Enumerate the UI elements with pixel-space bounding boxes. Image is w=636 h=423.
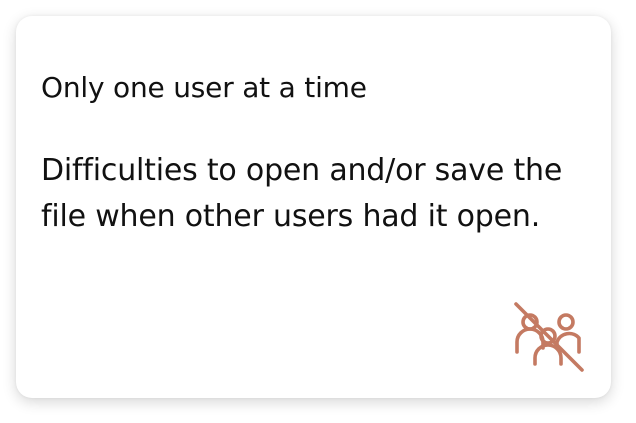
card-title: Only one user at a time	[41, 71, 367, 104]
info-card: Only one user at a time Difficulties to …	[16, 16, 611, 398]
users-slash-icon	[510, 298, 590, 378]
card-description: Difficulties to open and/or save the fil…	[41, 153, 563, 234]
